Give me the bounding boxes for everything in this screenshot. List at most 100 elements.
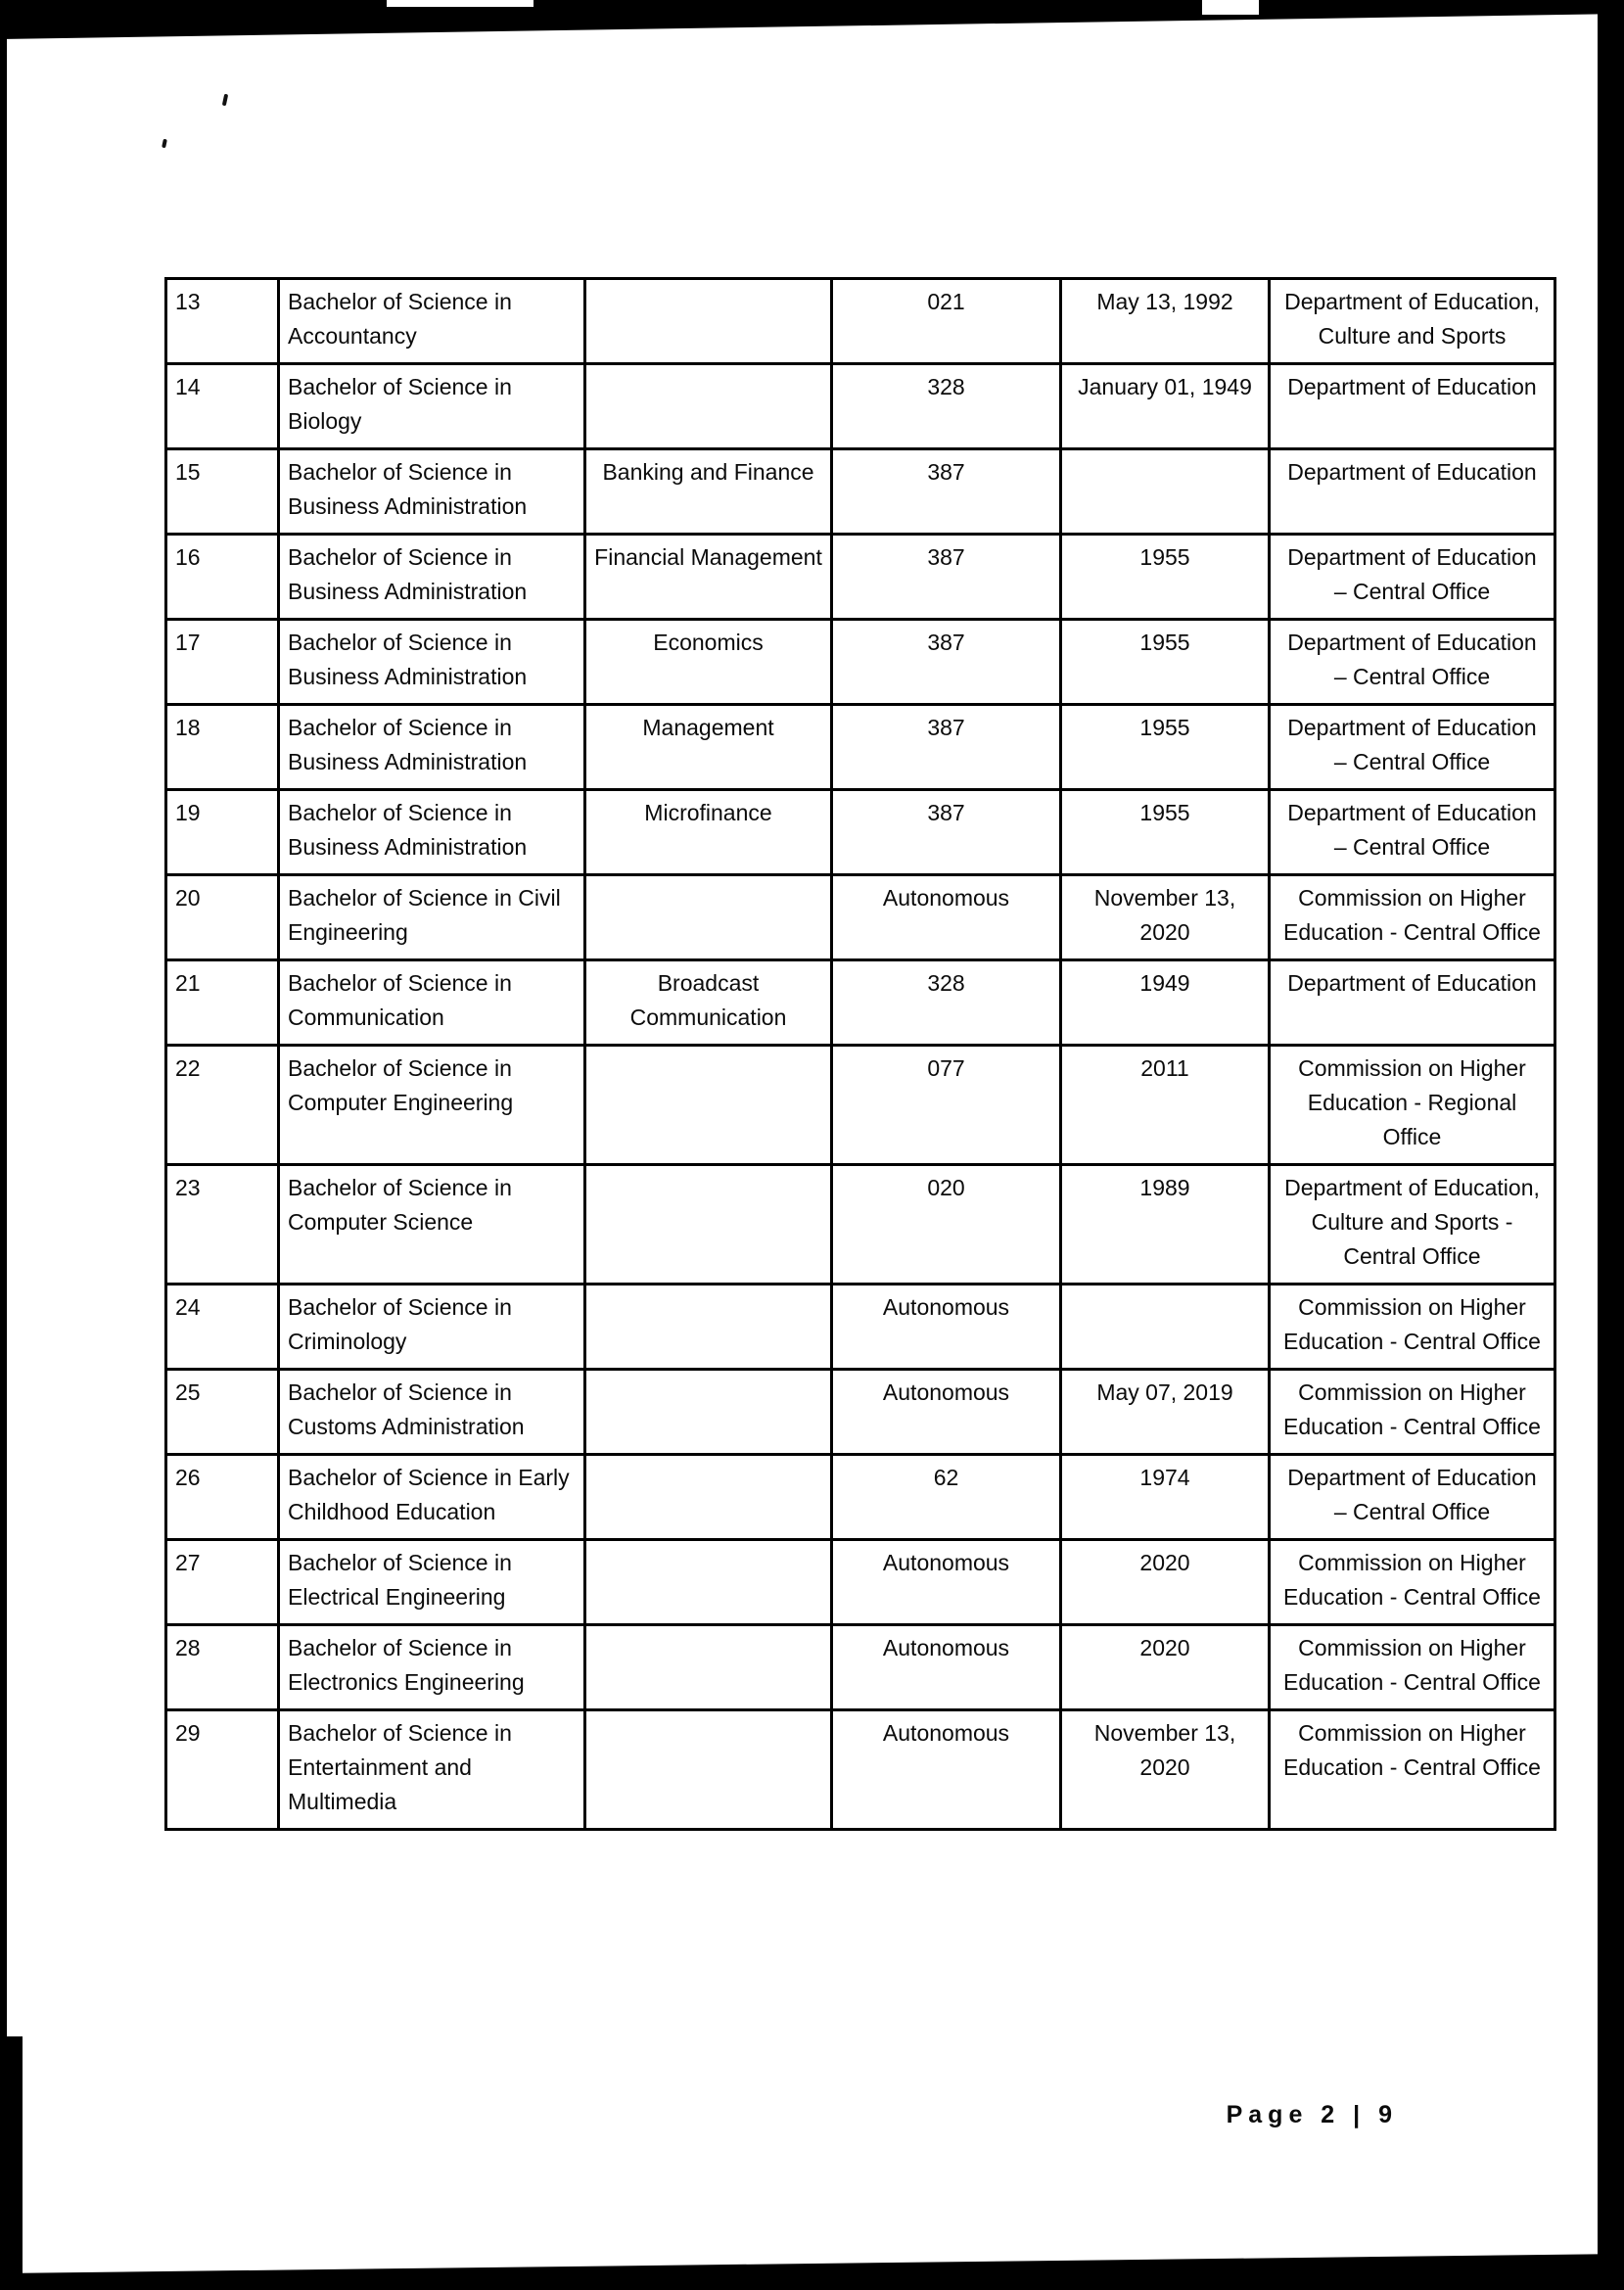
- cell-program-name: Bachelor of Science in Biology: [277, 362, 586, 450]
- cell-major: Financial Management: [583, 533, 833, 621]
- scan-artifact-left-bar: [0, 20, 7, 2290]
- cell-program-name: Bachelor of Science in Computer Engineer…: [277, 1044, 586, 1166]
- table-row: 27 Bachelor of Science in Electrical Eng…: [164, 1538, 1556, 1626]
- cell-agency: Department of Education – Central Office: [1268, 533, 1556, 621]
- cell-major: [583, 873, 833, 961]
- cell-agency: Department of Education – Central Office: [1268, 1453, 1556, 1541]
- cell-code: 62: [830, 1453, 1062, 1541]
- cell-code: 387: [830, 533, 1062, 621]
- cell-row-number: 21: [164, 958, 280, 1047]
- cell-major: [583, 1623, 833, 1711]
- cell-row-number: 14: [164, 362, 280, 450]
- table-row: 20 Bachelor of Science in Civil Engineer…: [164, 873, 1556, 961]
- table-row: 22 Bachelor of Science in Computer Engin…: [164, 1044, 1556, 1166]
- cell-date: November 13, 2020: [1059, 873, 1271, 961]
- cell-program-name: Bachelor of Science in Business Administ…: [277, 703, 586, 791]
- cell-date: 1955: [1059, 703, 1271, 791]
- scan-artifact-top-bar: [0, 0, 1624, 39]
- cell-date: January 01, 1949: [1059, 362, 1271, 450]
- cell-code: 020: [830, 1163, 1062, 1285]
- cell-program-name: Bachelor of Science in Customs Administr…: [277, 1368, 586, 1456]
- cell-code: 077: [830, 1044, 1062, 1166]
- cell-code: 387: [830, 618, 1062, 706]
- cell-code: Autonomous: [830, 1623, 1062, 1711]
- cell-date: 1955: [1059, 533, 1271, 621]
- cell-major: [583, 277, 833, 365]
- cell-agency: Commission on Higher Education - Central…: [1268, 1623, 1556, 1711]
- table-row: 24 Bachelor of Science in Criminology Au…: [164, 1283, 1556, 1371]
- cell-major: [583, 1163, 833, 1285]
- cell-date: May 13, 1992: [1059, 277, 1271, 365]
- cell-program-name: Bachelor of Science in Criminology: [277, 1283, 586, 1371]
- table-row: 13 Bachelor of Science in Accountancy 02…: [164, 277, 1556, 365]
- cell-date: 2020: [1059, 1538, 1271, 1626]
- cell-major: Broadcast Communication: [583, 958, 833, 1047]
- scan-artifact-top-notch: [1202, 0, 1259, 15]
- page-number: Page 2 | 9: [1226, 2101, 1398, 2128]
- cell-major: [583, 1538, 833, 1626]
- cell-date: [1059, 1283, 1271, 1371]
- table-row: 19 Bachelor of Science in Business Admin…: [164, 788, 1556, 876]
- cell-code: 328: [830, 362, 1062, 450]
- cell-program-name: Bachelor of Science in Entertainment and…: [277, 1708, 586, 1831]
- scan-artifact-top-notch-2: [387, 0, 534, 7]
- cell-program-name: Bachelor of Science in Early Childhood E…: [277, 1453, 586, 1541]
- cell-major: Banking and Finance: [583, 447, 833, 536]
- cell-program-name: Bachelor of Science in Communication: [277, 958, 586, 1047]
- cell-agency: Department of Education – Central Office: [1268, 618, 1556, 706]
- cell-program-name: Bachelor of Science in Civil Engineering: [277, 873, 586, 961]
- cell-code: 328: [830, 958, 1062, 1047]
- cell-major: [583, 1368, 833, 1456]
- cell-program-name: Bachelor of Science in Business Administ…: [277, 447, 586, 536]
- cell-row-number: 24: [164, 1283, 280, 1371]
- cell-row-number: 19: [164, 788, 280, 876]
- cell-agency: Commission on Higher Education - Regiona…: [1268, 1044, 1556, 1166]
- table-row: 16 Bachelor of Science in Business Admin…: [164, 533, 1556, 621]
- cell-row-number: 26: [164, 1453, 280, 1541]
- cell-row-number: 29: [164, 1708, 280, 1831]
- degree-programs-table: 13 Bachelor of Science in Accountancy 02…: [164, 277, 1556, 1831]
- cell-agency: Commission on Higher Education - Central…: [1268, 1708, 1556, 1831]
- cell-code: 021: [830, 277, 1062, 365]
- cell-major: [583, 1044, 833, 1166]
- cell-major: [583, 362, 833, 450]
- cell-agency: Commission on Higher Education - Central…: [1268, 1368, 1556, 1456]
- scan-artifact-bottom-bar: [0, 2254, 1624, 2290]
- cell-date: 1955: [1059, 618, 1271, 706]
- cell-code: Autonomous: [830, 873, 1062, 961]
- cell-agency: Commission on Higher Education - Central…: [1268, 1283, 1556, 1371]
- cell-date: 1955: [1059, 788, 1271, 876]
- cell-agency: Department of Education: [1268, 362, 1556, 450]
- scan-speck: [162, 138, 167, 149]
- scan-artifact-left-bar-bottom: [0, 2036, 23, 2290]
- cell-agency: Department of Education: [1268, 958, 1556, 1047]
- cell-row-number: 15: [164, 447, 280, 536]
- scan-speck: [221, 93, 229, 107]
- scan-artifact-right-bar: [1598, 0, 1624, 2290]
- table-row: 14 Bachelor of Science in Biology 328 Ja…: [164, 362, 1556, 450]
- cell-code: 387: [830, 703, 1062, 791]
- cell-agency: Department of Education: [1268, 447, 1556, 536]
- cell-code: Autonomous: [830, 1708, 1062, 1831]
- cell-program-name: Bachelor of Science in Electrical Engine…: [277, 1538, 586, 1626]
- cell-agency: Department of Education, Culture and Spo…: [1268, 277, 1556, 365]
- cell-row-number: 13: [164, 277, 280, 365]
- cell-row-number: 22: [164, 1044, 280, 1166]
- cell-date: 1949: [1059, 958, 1271, 1047]
- cell-major: Microfinance: [583, 788, 833, 876]
- cell-code: Autonomous: [830, 1368, 1062, 1456]
- table-row: 23 Bachelor of Science in Computer Scien…: [164, 1163, 1556, 1285]
- cell-code: Autonomous: [830, 1283, 1062, 1371]
- cell-date: 2011: [1059, 1044, 1271, 1166]
- cell-code: Autonomous: [830, 1538, 1062, 1626]
- cell-major: [583, 1453, 833, 1541]
- cell-program-name: Bachelor of Science in Accountancy: [277, 277, 586, 365]
- table-row: 26 Bachelor of Science in Early Childhoo…: [164, 1453, 1556, 1541]
- table-row: 18 Bachelor of Science in Business Admin…: [164, 703, 1556, 791]
- table-row: 21 Bachelor of Science in Communication …: [164, 958, 1556, 1047]
- cell-row-number: 18: [164, 703, 280, 791]
- cell-program-name: Bachelor of Science in Business Administ…: [277, 788, 586, 876]
- cell-agency: Department of Education – Central Office: [1268, 788, 1556, 876]
- cell-row-number: 27: [164, 1538, 280, 1626]
